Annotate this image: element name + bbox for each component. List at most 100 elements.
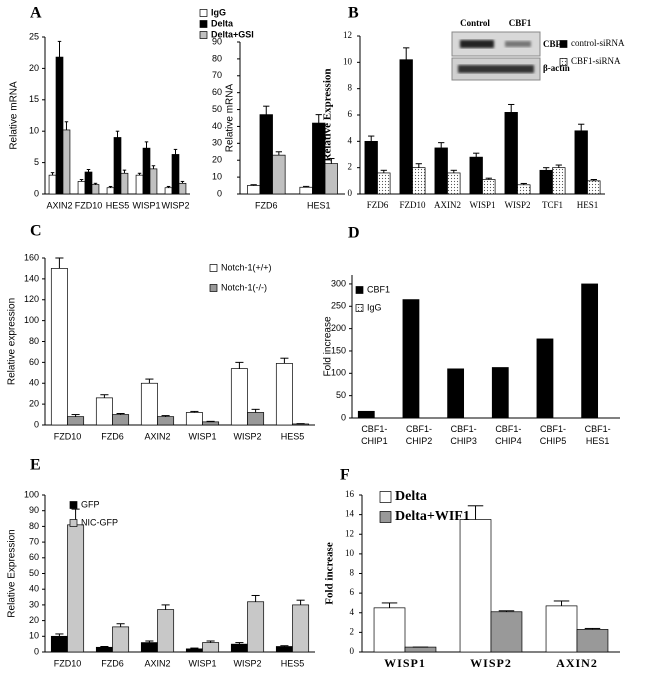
bar bbox=[62, 129, 71, 195]
bar bbox=[275, 646, 293, 653]
y-tick-label: 8 bbox=[350, 568, 355, 578]
y-tick-label: 0 bbox=[350, 646, 355, 656]
legend-swatch bbox=[69, 501, 78, 509]
x-tick-label-line: CBF1- bbox=[495, 424, 521, 434]
x-tick-label: FZD6 bbox=[101, 658, 124, 668]
y-tick-label: 15 bbox=[29, 94, 39, 104]
x-tick-label: AXIN2 bbox=[144, 658, 170, 668]
bar bbox=[447, 172, 461, 195]
x-tick-label: WISP1 bbox=[384, 656, 426, 670]
panel-label: E bbox=[30, 457, 41, 474]
bar bbox=[157, 609, 175, 653]
y-tick-label: 20 bbox=[29, 63, 39, 73]
bar bbox=[84, 171, 93, 195]
legend-swatch bbox=[209, 284, 218, 292]
bar bbox=[230, 368, 248, 426]
x-tick-label: FZD10 bbox=[399, 200, 426, 210]
y-tick-label: 5 bbox=[34, 157, 39, 167]
bar bbox=[545, 605, 578, 653]
bar bbox=[490, 611, 523, 653]
y-tick-label: 160 bbox=[24, 252, 39, 262]
y-tick-label: 70 bbox=[29, 536, 39, 546]
inset-column-label: Control bbox=[460, 18, 490, 28]
bar bbox=[552, 167, 566, 195]
bar bbox=[112, 626, 130, 653]
x-tick-label: CBF1- CHIP4 bbox=[495, 424, 522, 446]
bar bbox=[459, 519, 492, 653]
panel-label: C bbox=[30, 223, 42, 240]
bar bbox=[364, 140, 378, 195]
x-tick-label: HES5 bbox=[281, 431, 305, 441]
legend-label: IgG bbox=[367, 302, 382, 312]
x-tick-label: CBF1- CHIP2 bbox=[406, 424, 433, 446]
bar bbox=[178, 182, 187, 195]
panel-label: B bbox=[348, 5, 359, 22]
bar bbox=[164, 187, 173, 195]
legend-swatch bbox=[209, 264, 218, 272]
bar bbox=[412, 167, 426, 195]
y-tick-label: 90 bbox=[212, 36, 222, 46]
x-tick-label-line: CBF1- bbox=[451, 424, 477, 434]
bar bbox=[247, 601, 265, 653]
bar bbox=[275, 363, 293, 426]
y-tick-label: 80 bbox=[29, 336, 39, 346]
y-tick-label: 70 bbox=[212, 70, 222, 80]
y-tick-label: 14 bbox=[345, 509, 355, 519]
y-tick-label: 8 bbox=[348, 83, 353, 93]
bar bbox=[482, 179, 496, 195]
x-tick-label: CBF1- HES1 bbox=[585, 424, 611, 446]
y-tick-label: 300 bbox=[331, 278, 346, 288]
legend-swatch bbox=[355, 304, 364, 312]
x-tick-label: AXIN2 bbox=[144, 431, 170, 441]
y-tick-label: 20 bbox=[212, 155, 222, 165]
y-tick-label: 2 bbox=[350, 626, 355, 636]
y-tick-label: 10 bbox=[343, 56, 353, 66]
bar bbox=[149, 168, 158, 195]
y-tick-label: 250 bbox=[331, 301, 346, 311]
legend-label: CBF1-siRNA bbox=[571, 56, 621, 66]
x-tick-label: FZD10 bbox=[54, 431, 82, 441]
legend-swatch bbox=[199, 20, 208, 28]
bar bbox=[185, 412, 203, 426]
bar bbox=[135, 174, 144, 195]
bar bbox=[581, 283, 599, 419]
x-tick-label: AXIN2 bbox=[556, 656, 598, 670]
x-tick-label: HES5 bbox=[281, 658, 305, 668]
bar bbox=[157, 416, 175, 426]
y-tick-label: 80 bbox=[212, 53, 222, 63]
y-tick-label: 140 bbox=[24, 273, 39, 283]
x-tick-label-line: CHIP1 bbox=[361, 436, 388, 446]
x-tick-label: HES5 bbox=[106, 200, 130, 210]
y-tick-label: 12 bbox=[343, 30, 352, 40]
bar bbox=[171, 154, 180, 195]
bar bbox=[399, 59, 413, 195]
x-tick-label: WISP2 bbox=[470, 656, 512, 670]
panel-label: A bbox=[30, 5, 42, 22]
y-tick-label: 90 bbox=[29, 505, 39, 515]
y-tick-label: 20 bbox=[29, 615, 39, 625]
legend-label: Delta+WIF1 bbox=[395, 509, 470, 524]
x-tick-label: WISP2 bbox=[233, 658, 261, 668]
y-tick-label: 100 bbox=[24, 315, 39, 325]
bar bbox=[539, 169, 553, 195]
bar bbox=[299, 186, 313, 195]
x-tick-label: CBF1- CHIP3 bbox=[450, 424, 477, 446]
legend-label: Notch-1(-/-) bbox=[221, 282, 267, 292]
y-tick-label: 4 bbox=[350, 607, 355, 617]
legend-swatch bbox=[559, 40, 568, 48]
x-tick-label-line: CBF1- bbox=[540, 424, 566, 434]
y-tick-label: 2 bbox=[348, 162, 353, 172]
y-tick-label: 30 bbox=[29, 599, 39, 609]
x-tick-label: FZD10 bbox=[75, 200, 103, 210]
bar bbox=[247, 412, 265, 426]
inset-row-label: CBF1 bbox=[543, 39, 566, 49]
y-tick-label: 0 bbox=[34, 646, 39, 656]
legend-swatch bbox=[355, 286, 364, 294]
bar bbox=[259, 114, 273, 195]
y-tick-label: 120 bbox=[24, 294, 39, 304]
y-axis-label: Relative Expression bbox=[7, 529, 18, 617]
y-tick-label: 100 bbox=[331, 368, 346, 378]
y-tick-label: 40 bbox=[29, 378, 39, 388]
bar bbox=[55, 56, 64, 195]
y-tick-label: 50 bbox=[29, 568, 39, 578]
